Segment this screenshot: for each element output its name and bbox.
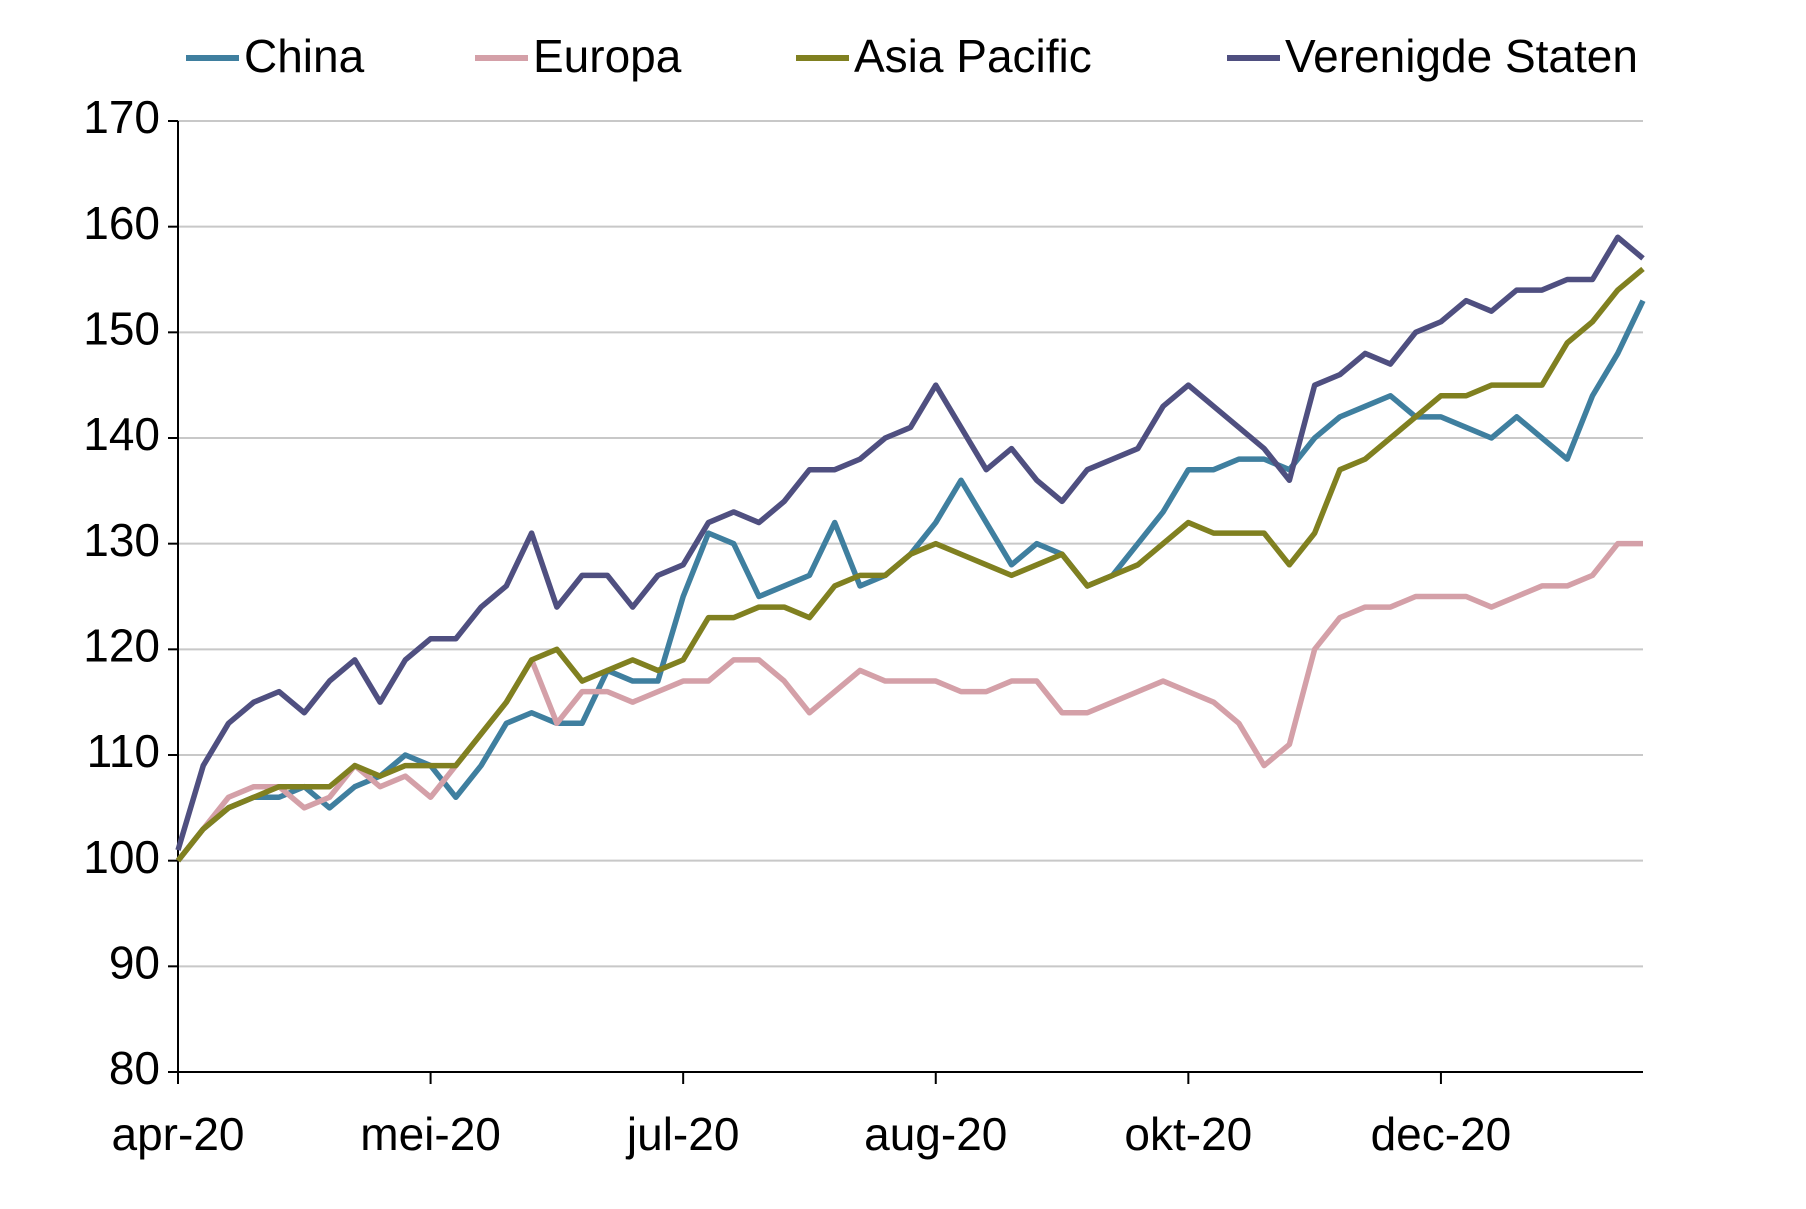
x-tick-label: apr-20 — [112, 1108, 245, 1160]
y-tick-label: 80 — [109, 1042, 160, 1094]
y-tick-label: 150 — [83, 302, 160, 354]
x-tick-label: mei-20 — [360, 1108, 501, 1160]
x-tick-label: okt-20 — [1124, 1108, 1252, 1160]
y-tick-label: 110 — [87, 725, 160, 777]
y-tick-label: 120 — [83, 619, 160, 671]
x-tick-label: dec-20 — [1371, 1108, 1512, 1160]
y-tick-label: 90 — [109, 936, 160, 988]
x-tick-label: jul-20 — [625, 1108, 740, 1160]
legend-label: Asia Pacific — [854, 30, 1092, 82]
line-series — [175, 234, 1645, 851]
y-tick-label: 130 — [83, 514, 160, 566]
legend-label: China — [244, 30, 365, 82]
legend-label: Europa — [533, 30, 682, 82]
x-tick-label: aug-20 — [864, 1108, 1007, 1160]
line-series — [175, 540, 1643, 863]
line-series — [175, 266, 1645, 863]
y-tick-label: 170 — [83, 91, 160, 143]
y-tick-label: 160 — [83, 197, 160, 249]
y-tick-label: 100 — [83, 831, 160, 883]
legend-label: Verenigde Staten — [1285, 30, 1638, 82]
y-tick-label: 140 — [83, 408, 160, 460]
